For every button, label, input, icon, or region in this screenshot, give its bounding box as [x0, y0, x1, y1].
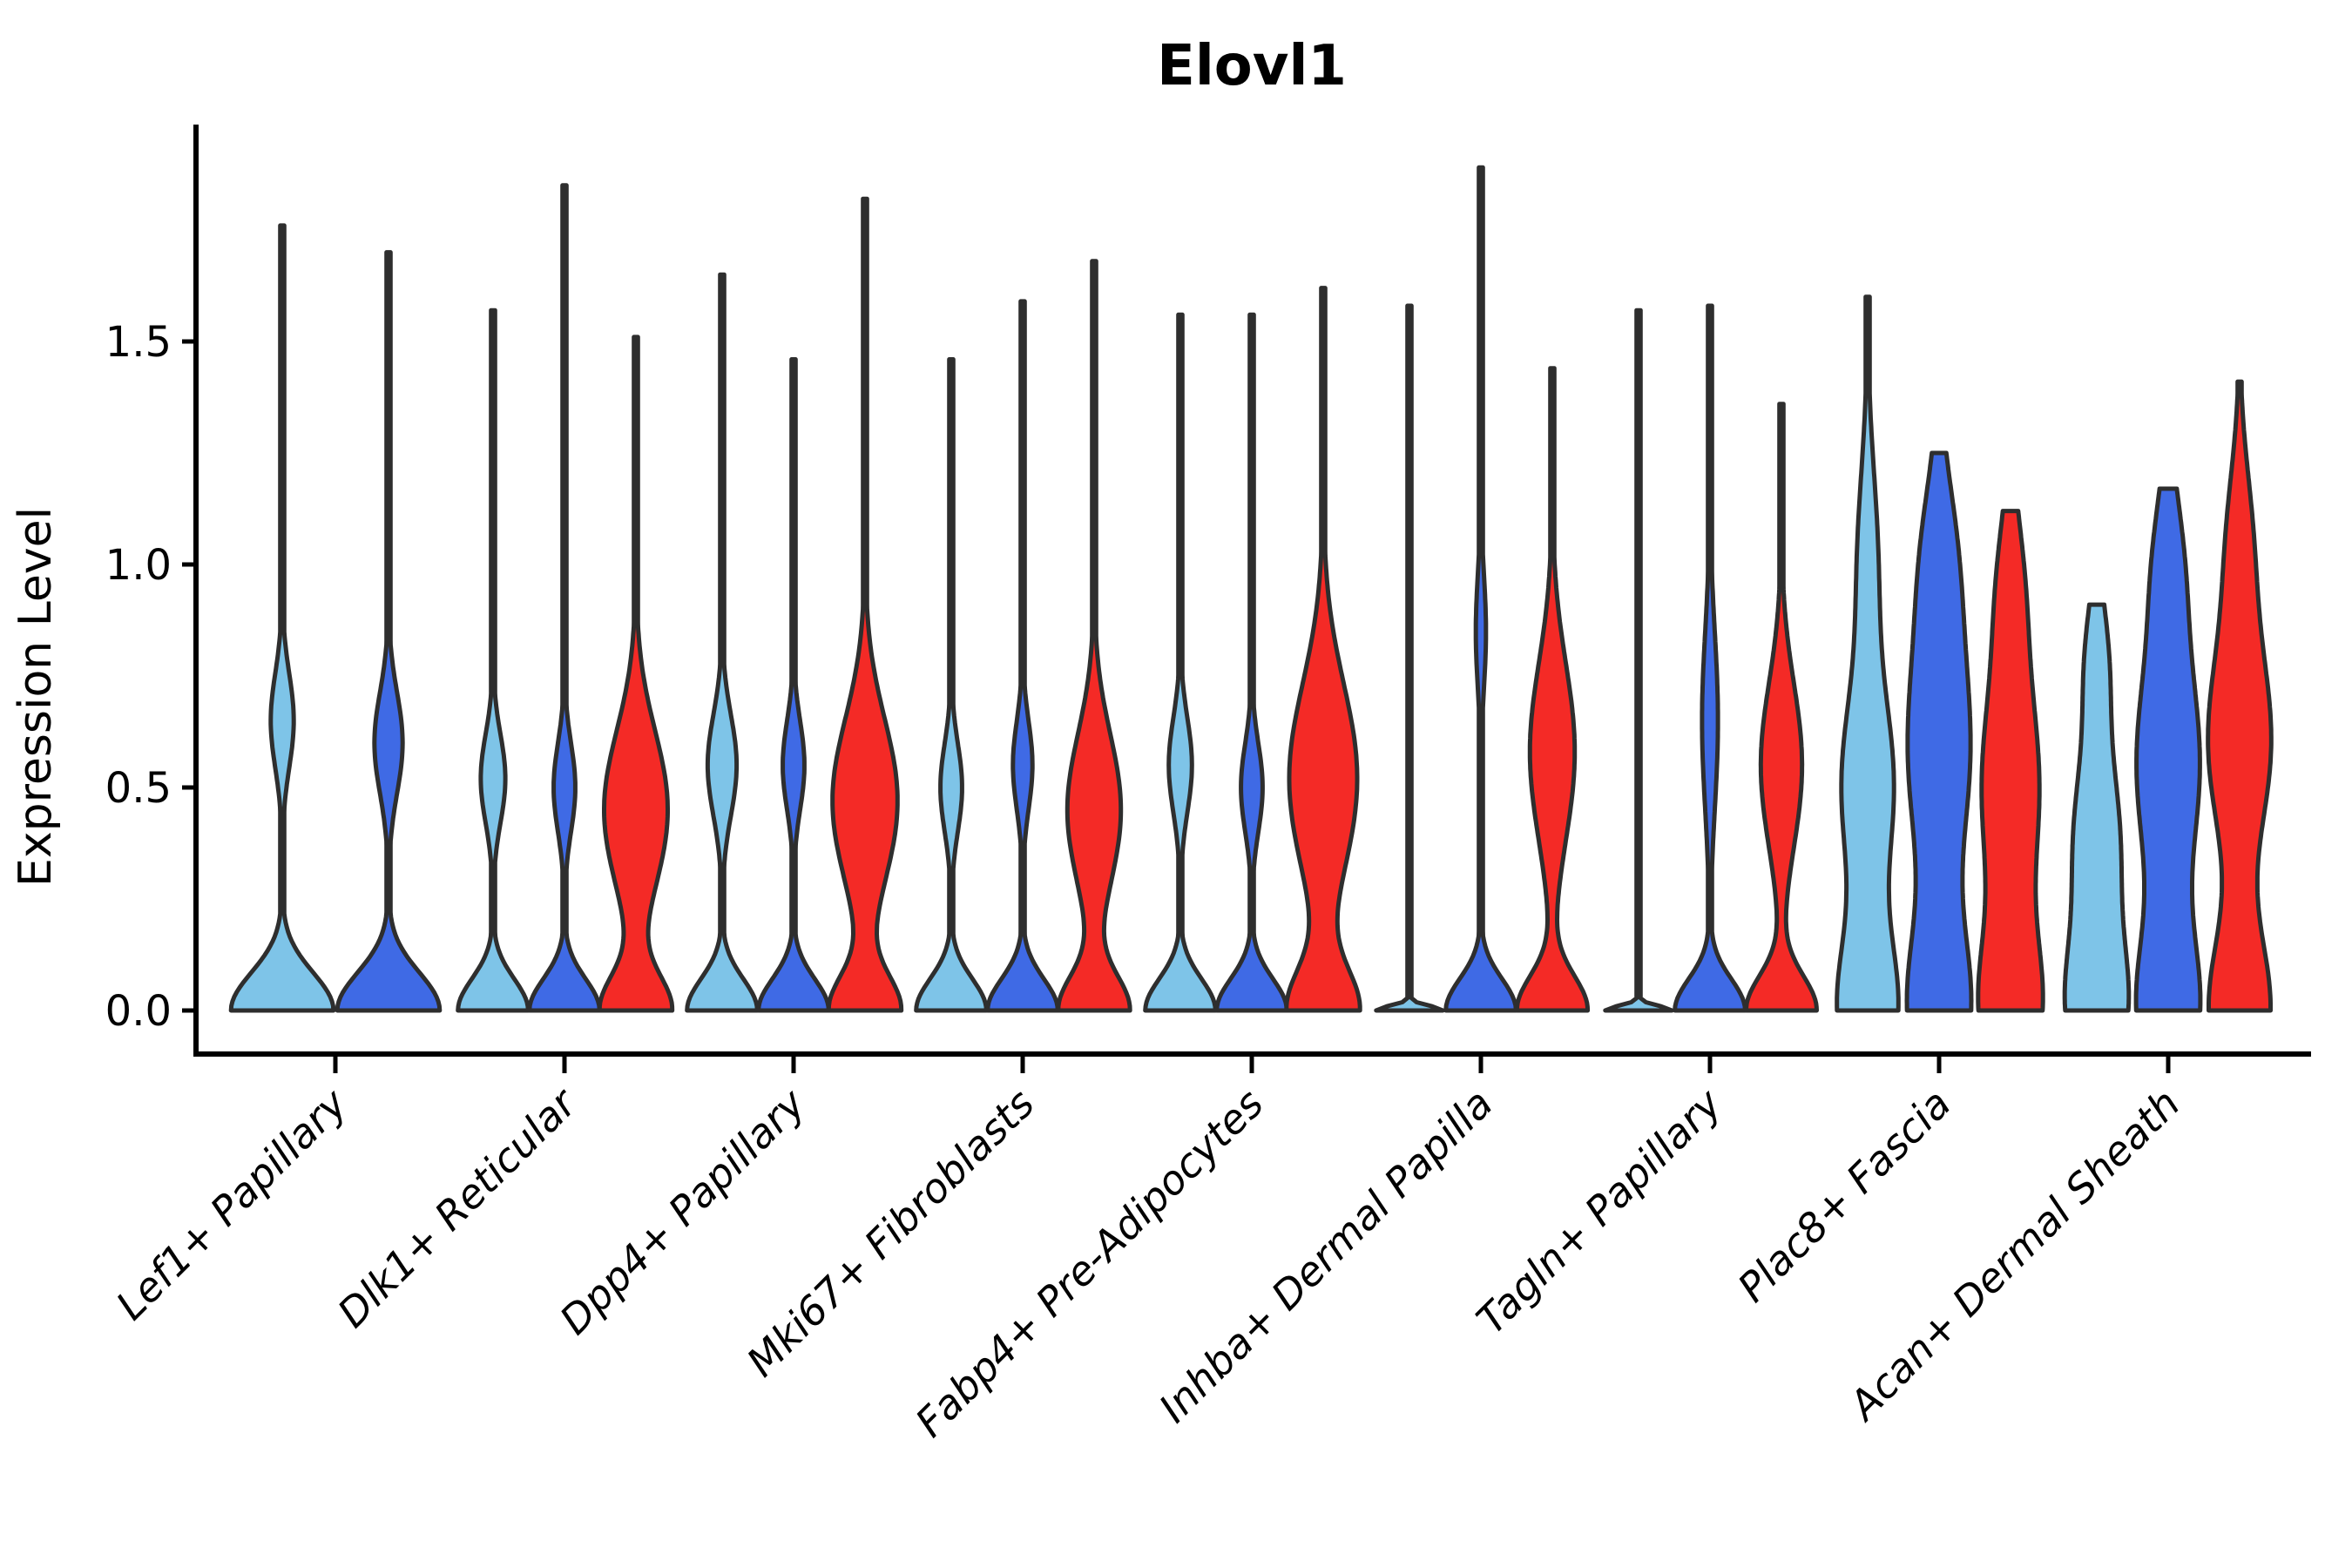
- violin-2-royal-blue: [756, 357, 831, 1013]
- violin-7-light-blue: [1835, 294, 1901, 1013]
- violin-6-royal-blue: [1673, 303, 1747, 1013]
- violin-3-light-blue: [914, 357, 989, 1013]
- y-axis-label: Expression Level: [10, 507, 62, 887]
- violin-2-light-blue: [685, 272, 760, 1013]
- violin-4-royal-blue: [1214, 312, 1289, 1013]
- violin-3-royal-blue: [985, 299, 1060, 1013]
- x-tick-label: Lef1+ Papillary: [107, 1079, 356, 1328]
- violin-6-red: [1744, 402, 1819, 1013]
- violin-8-red: [2206, 379, 2274, 1013]
- violin-3-red: [1056, 259, 1132, 1013]
- x-tick-label: Plac8+ Fascia: [1728, 1080, 1959, 1311]
- x-tick-label: Dpp4+ Papillary: [551, 1079, 814, 1343]
- violin-8-light-blue: [2062, 602, 2132, 1013]
- violin-7-red: [1976, 509, 2045, 1013]
- y-tick-label: 0.0: [105, 987, 172, 1036]
- violin-5-red: [1514, 366, 1591, 1013]
- violin-6-light-blue: [1603, 308, 1674, 1013]
- violin-5-royal-blue: [1443, 165, 1518, 1013]
- x-tick-label: Dlk1+ Reticular: [328, 1078, 587, 1336]
- violin-1-light-blue: [456, 308, 531, 1013]
- violin-1-red: [597, 335, 675, 1013]
- x-tick-label: Tagln+ Papillary: [1467, 1079, 1731, 1343]
- y-tick-label: 1.5: [105, 318, 172, 367]
- violin-8-royal-blue: [2133, 486, 2203, 1013]
- violin-2-red: [826, 196, 904, 1013]
- violin-1-royal-blue: [527, 183, 602, 1013]
- y-tick-label: 1.0: [105, 541, 172, 590]
- violin-5-light-blue: [1374, 303, 1445, 1013]
- violin-0-royal-blue: [335, 250, 443, 1013]
- violin-7-royal-blue: [1904, 450, 1974, 1013]
- violin-4-red: [1284, 286, 1362, 1013]
- violin-0-light-blue: [228, 223, 336, 1013]
- violin-4-light-blue: [1143, 312, 1218, 1013]
- chart-title: Elovl1: [1157, 34, 1347, 98]
- y-tick-label: 0.5: [105, 764, 172, 813]
